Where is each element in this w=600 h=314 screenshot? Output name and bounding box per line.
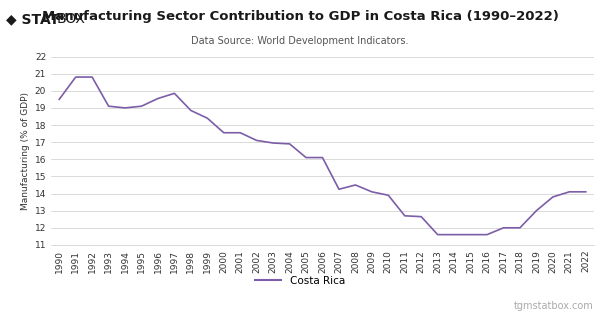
Text: tgmstatbox.com: tgmstatbox.com [514, 301, 594, 311]
Y-axis label: Manufacturing (% of GDP): Manufacturing (% of GDP) [22, 92, 31, 210]
Legend: Costa Rica: Costa Rica [251, 272, 349, 290]
Text: ◆ STAT: ◆ STAT [6, 12, 59, 26]
Text: Data Source: World Development Indicators.: Data Source: World Development Indicator… [191, 36, 409, 46]
Text: BOX: BOX [57, 12, 86, 26]
Text: Manufacturing Sector Contribution to GDP in Costa Rica (1990–2022): Manufacturing Sector Contribution to GDP… [41, 10, 559, 23]
